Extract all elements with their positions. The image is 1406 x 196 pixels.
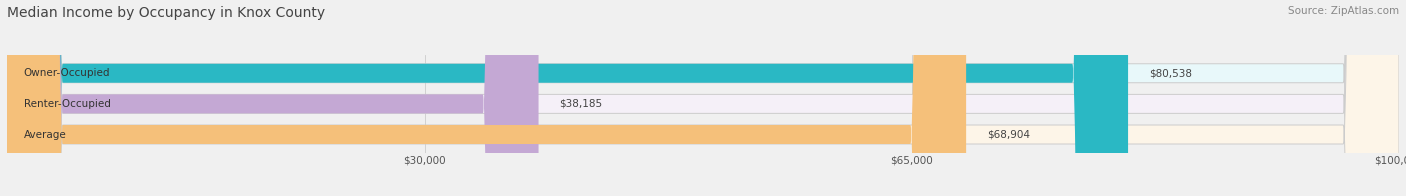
Text: Renter-Occupied: Renter-Occupied	[24, 99, 111, 109]
Text: $80,538: $80,538	[1149, 68, 1192, 78]
Text: Source: ZipAtlas.com: Source: ZipAtlas.com	[1288, 6, 1399, 16]
FancyBboxPatch shape	[7, 0, 1399, 196]
Text: Owner-Occupied: Owner-Occupied	[24, 68, 110, 78]
Text: Median Income by Occupancy in Knox County: Median Income by Occupancy in Knox Count…	[7, 6, 325, 20]
FancyBboxPatch shape	[7, 0, 538, 196]
FancyBboxPatch shape	[7, 0, 1399, 196]
Text: $68,904: $68,904	[987, 130, 1031, 140]
Text: Average: Average	[24, 130, 66, 140]
FancyBboxPatch shape	[7, 0, 1128, 196]
FancyBboxPatch shape	[7, 0, 966, 196]
FancyBboxPatch shape	[7, 0, 1399, 196]
Text: $38,185: $38,185	[560, 99, 603, 109]
